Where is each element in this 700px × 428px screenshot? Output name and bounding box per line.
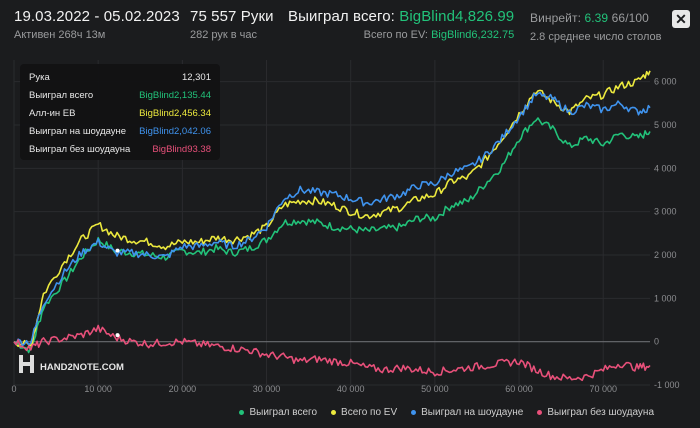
ev-label: Всего по EV: [363, 29, 428, 41]
y-tick-label: 4 000 [654, 163, 677, 173]
winrate-label: Винрейт: [530, 11, 582, 25]
active-time: Активен 268ч 13м [14, 29, 106, 41]
stats-header: 19.03.2022 - 05.02.2023 Активен 268ч 13м… [0, 0, 700, 48]
hover-point [115, 333, 120, 338]
watermark-text: HAND2NOTE.COM [40, 362, 124, 373]
x-tick-label: 40 000 [337, 384, 365, 394]
tooltip-row: Алл-ин EB BigBlind2,456.34 [29, 105, 211, 123]
winrate-unit: 66/100 [611, 11, 649, 25]
grid-lines [13, 60, 650, 386]
tooltip-row: Рука 12,301 [29, 69, 211, 87]
date-range[interactable]: 19.03.2022 - 05.02.2023 [14, 8, 180, 25]
logo-bar-mid [19, 362, 34, 366]
tooltip-label: Выиграл всего [29, 90, 94, 101]
line-won-non-showdown [13, 324, 651, 382]
line-ev-total [13, 70, 651, 348]
line-won-showdown [13, 91, 651, 347]
y-tick-label: 3 000 [654, 207, 677, 217]
x-axis-ticks: 0 10 000 20 000 30 000 40 000 50 000 60 000 70 … [11, 384, 616, 394]
x-tick-label: 30 000 [253, 384, 281, 394]
close-icon[interactable]: ✕ [672, 10, 690, 28]
x-tick-label: 70 000 [589, 384, 617, 394]
hands-block: 75 557 Руки 282 рук в час [190, 8, 274, 41]
chart-area[interactable]: 6 000 5 000 4 000 3 000 2 000 1 000 0 -1 000 0 1… [0, 52, 700, 428]
x-tick-label: 20 000 [169, 384, 197, 394]
legend-dot-icon [537, 409, 543, 415]
y-tick-label: 1 000 [654, 293, 677, 303]
tooltip-value: BigBlind2,456.34 [139, 108, 211, 119]
won-block: Выиграл всего: BigBlind4,826.99 Всего по… [288, 8, 514, 41]
won-value: BigBlind4,826.99 [399, 8, 515, 25]
hover-tooltip: Рука 12,301 Выиграл всего BigBlind2,135.44 А… [20, 64, 220, 160]
watermark-logo: HAND2NOTE.COM [19, 355, 124, 373]
won-label: Выиграл всего: [288, 8, 395, 25]
ev-value: BigBlind6,232.75 [431, 29, 515, 41]
x-tick-label: 60 000 [505, 384, 533, 394]
x-tick-label: 0 [11, 384, 16, 394]
y-tick-label: 2 000 [654, 250, 677, 260]
legend-item[interactable]: Выиграл без шоудауна [537, 404, 654, 420]
tooltip-label: Выиграл на шоудауне [29, 126, 127, 137]
winrate: Винрейт: 6.39 66/100 [530, 8, 662, 25]
winrate-value: 6.39 [584, 11, 609, 25]
legend-item[interactable]: Выиграл всего [239, 404, 317, 420]
y-tick-label: 5 000 [654, 120, 677, 130]
tooltip-value: BigBlind2,042.06 [139, 126, 211, 137]
profit-graph[interactable]: 6 000 5 000 4 000 3 000 2 000 1 000 0 -1 000 0 1… [0, 52, 700, 428]
legend-dot-icon [411, 409, 417, 415]
y-tick-label: 6 000 [654, 77, 677, 87]
tooltip-value: BigBlind93.38 [152, 144, 211, 155]
date-range-block: 19.03.2022 - 05.02.2023 Активен 268ч 13м [14, 8, 180, 41]
line-won-total [13, 117, 651, 354]
won-total: Выиграл всего: BigBlind4,826.99 [288, 8, 514, 25]
tooltip-row: Выиграл на шоудауне BigBlind2,042.06 [29, 123, 211, 141]
chart-legend: Выиграл всего Всего по EV Выиграл на шоуда… [239, 404, 700, 420]
hover-markers [115, 248, 120, 338]
y-tick-label: 0 [654, 337, 659, 347]
legend-dot-icon [239, 409, 245, 415]
legend-label: Выиграл всего [249, 406, 318, 418]
tooltip-value: BigBlind2,135.44 [139, 90, 211, 101]
winrate-block: Винрейт: 6.39 66/100 2.8 среднее число с… [530, 8, 662, 43]
ev-total: Всего по EV: BigBlind6,232.75 [288, 29, 515, 41]
tooltip-label: Рука [29, 72, 50, 83]
legend-label: Всего по EV [341, 406, 398, 418]
series-lines [13, 70, 651, 382]
hands-per-hour: 282 рук в час [190, 29, 258, 41]
x-tick-label: 10 000 [84, 384, 112, 394]
avg-tables: 2.8 среднее число столов [530, 31, 662, 43]
tooltip-label: Алл-ин EB [29, 108, 76, 119]
legend-dot-icon [331, 409, 337, 415]
y-axis-ticks: 6 000 5 000 4 000 3 000 2 000 1 000 0 -1 000 [654, 77, 680, 390]
legend-label: Выиграл без шоудауна [547, 406, 654, 418]
hands-count: 75 557 Руки [190, 8, 274, 25]
tooltip-row: Выиграл без шоудауна BigBlind93.38 [29, 141, 211, 159]
legend-label: Выиграл на шоудауне [421, 406, 524, 418]
x-tick-label: 50 000 [421, 384, 449, 394]
legend-item[interactable]: Всего по EV [331, 404, 397, 420]
hover-point [115, 248, 120, 253]
legend-item[interactable]: Выиграл на шоудауне [411, 404, 523, 420]
y-tick-label: -1 000 [654, 380, 680, 390]
tooltip-row: Выиграл всего BigBlind2,135.44 [29, 87, 211, 105]
tooltip-label: Выиграл без шоудауна [29, 144, 131, 155]
tooltip-value: 12,301 [181, 72, 211, 83]
